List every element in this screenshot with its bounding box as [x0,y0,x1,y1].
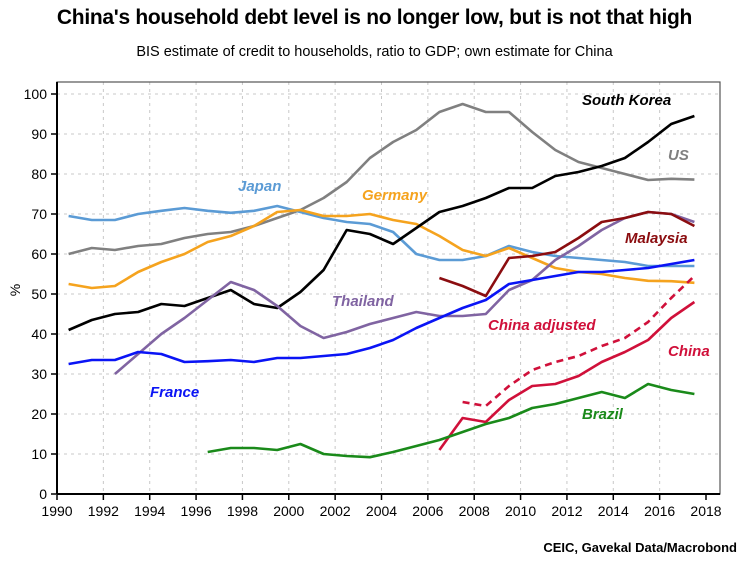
series-label-south-korea: South Korea [582,92,671,109]
x-tick-label: 2018 [690,503,721,519]
series-label-china-adjusted: China adjusted [488,317,596,334]
series-line-france [68,258,695,366]
y-tick-label: 80 [31,166,47,182]
series-line-china-adjusted [462,275,696,408]
chart-title: China's household debt level is no longe… [56,6,693,29]
x-tick-label: 2000 [273,503,304,519]
x-tick-label: 2002 [320,503,351,519]
x-tick-label: 2010 [505,503,536,519]
series-label-malaysia: Malaysia [625,230,688,247]
chart-source: CEIC, Gavekal Data/Macrobond [543,540,737,555]
x-tick-label: 2014 [598,503,629,519]
x-tick-label: 2006 [412,503,443,519]
series-label-china: China [668,343,710,360]
series-label-thailand: Thailand [332,293,395,310]
x-tick-label: 1996 [180,503,211,519]
y-tick-label: 0 [39,486,47,502]
y-tick-label: 60 [31,246,47,262]
y-axis-label: % [7,284,23,296]
y-tick-label: 100 [24,86,48,102]
series-line-malaysia [438,210,695,298]
series-line-japan [68,204,695,268]
series-line-south-korea [68,114,695,332]
x-tick-label: 1994 [134,503,165,519]
series-label-brazil: Brazil [582,406,624,423]
series-label-france: France [150,384,199,401]
series-line-thailand [114,210,695,375]
y-tick-label: 50 [31,286,47,302]
x-tick-label: 2008 [459,503,490,519]
y-tick-label: 20 [31,406,47,422]
y-tick-label: 90 [31,126,47,142]
series-label-japan: Japan [238,178,281,195]
y-tick-label: 10 [31,446,47,462]
series-line-us [68,102,695,256]
x-tick-label: 2012 [551,503,582,519]
x-tick-label: 1998 [227,503,258,519]
x-tick-label: 1990 [41,503,72,519]
series-label-us: US [668,147,689,164]
x-tick-label: 1992 [88,503,119,519]
y-tick-label: 70 [31,206,47,222]
y-tick-label: 30 [31,366,47,382]
series-label-germany: Germany [362,187,428,204]
series-line-brazil [207,382,695,459]
series-line-china [438,300,696,451]
y-tick-label: 40 [31,326,47,342]
x-tick-label: 2016 [644,503,675,519]
chart-subtitle: BIS estimate of credit to households, ra… [136,44,613,60]
x-tick-label: 2004 [366,503,397,519]
